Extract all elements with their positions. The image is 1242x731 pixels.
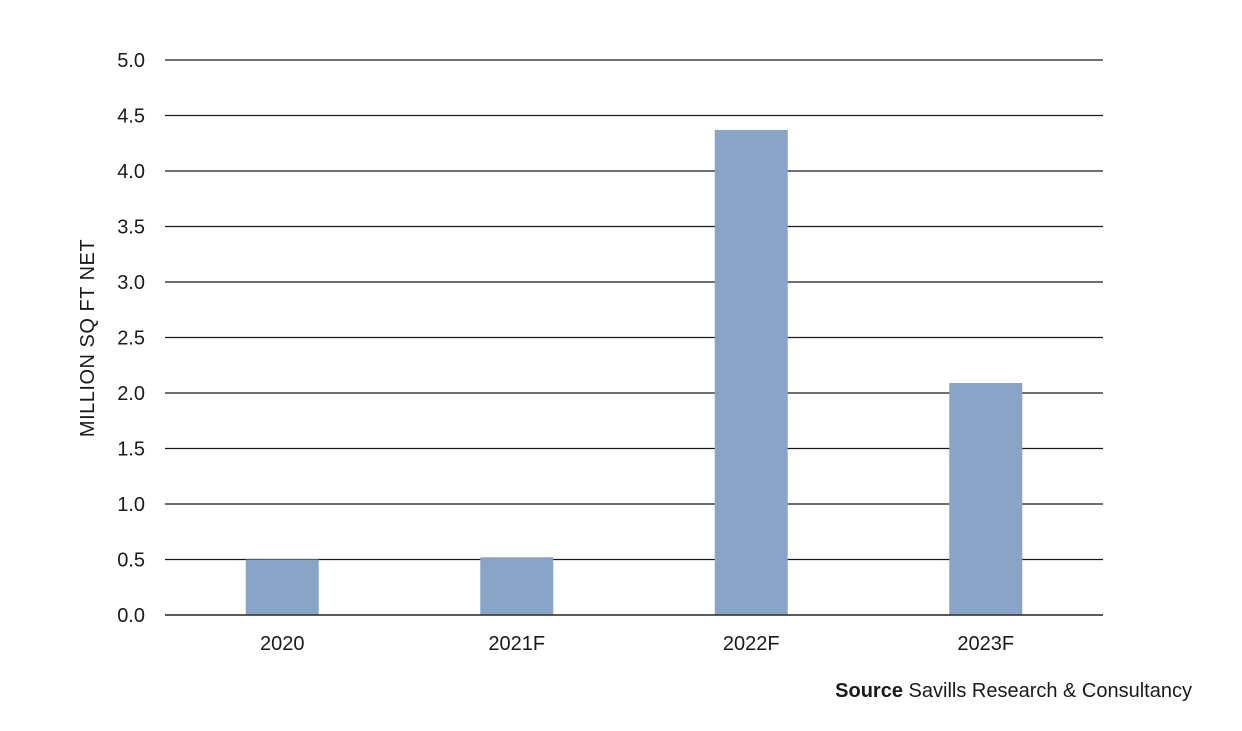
source-note: Source Savills Research & Consultancy — [835, 680, 1192, 703]
y-tick-label: 3.0 — [117, 272, 145, 294]
y-axis-title: MILLION SQ FT NET — [77, 239, 99, 437]
x-tick-label: 2023F — [957, 633, 1014, 655]
y-tick-label: 2.5 — [117, 328, 145, 350]
y-axis-tick-labels: 0.0 0.5 1.0 1.5 2.0 2.5 3.0 3.5 4.0 4.5 5.0 — [117, 50, 145, 627]
x-tick-label: 2022F — [723, 633, 780, 655]
y-tick-label: 4.5 — [117, 106, 145, 128]
source-text: Savills Research & Consultancy — [908, 680, 1192, 702]
y-tick-label: 3.5 — [117, 217, 145, 239]
y-tick-label: 4.0 — [117, 161, 145, 183]
y-tick-label: 1.5 — [117, 439, 145, 461]
y-tick-label: 5.0 — [117, 50, 145, 72]
y-tick-label: 2.0 — [117, 383, 145, 405]
bar-2021f — [480, 557, 554, 615]
gridlines — [165, 59, 1103, 616]
bars — [165, 129, 1103, 616]
x-axis-tick-labels: 2020 2021F 2022F 2023F — [260, 633, 1014, 655]
x-tick-label: 2021F — [488, 633, 545, 655]
y-tick-label: 0.5 — [117, 550, 145, 572]
source-label: Source — [835, 680, 903, 702]
y-tick-label: 1.0 — [117, 494, 145, 516]
bar-2023f — [949, 383, 1023, 615]
y-tick-label: 0.0 — [117, 605, 145, 627]
x-tick-label: 2020 — [260, 633, 305, 655]
bar-2022f — [714, 129, 788, 615]
bar-2020 — [245, 559, 319, 615]
